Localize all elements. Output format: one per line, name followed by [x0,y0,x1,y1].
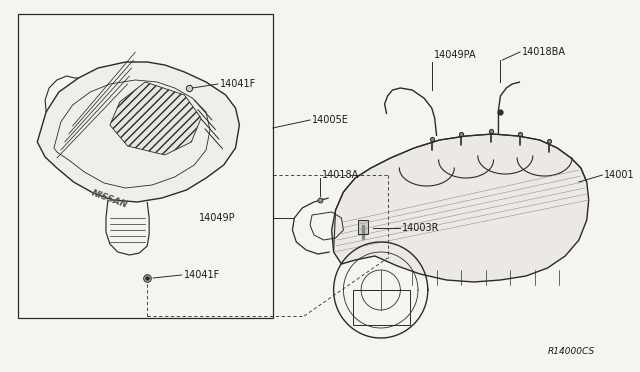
Text: NISSAN: NISSAN [90,188,129,210]
Text: 14049P: 14049P [199,213,236,223]
Polygon shape [37,62,239,202]
Text: 14041F: 14041F [184,270,220,280]
Text: 14041F: 14041F [220,79,256,89]
Polygon shape [110,82,201,155]
Text: 14005E: 14005E [312,115,349,125]
Text: 14018A: 14018A [322,170,359,180]
Polygon shape [332,134,589,282]
Bar [18,14,273,318]
Text: 14018BA: 14018BA [522,47,566,57]
Text: R14000CS: R14000CS [547,347,595,356]
Text: 14003R: 14003R [403,223,440,233]
Text: 14049PA: 14049PA [434,50,476,60]
Text: 14001: 14001 [604,170,635,180]
Bar [358,220,368,234]
